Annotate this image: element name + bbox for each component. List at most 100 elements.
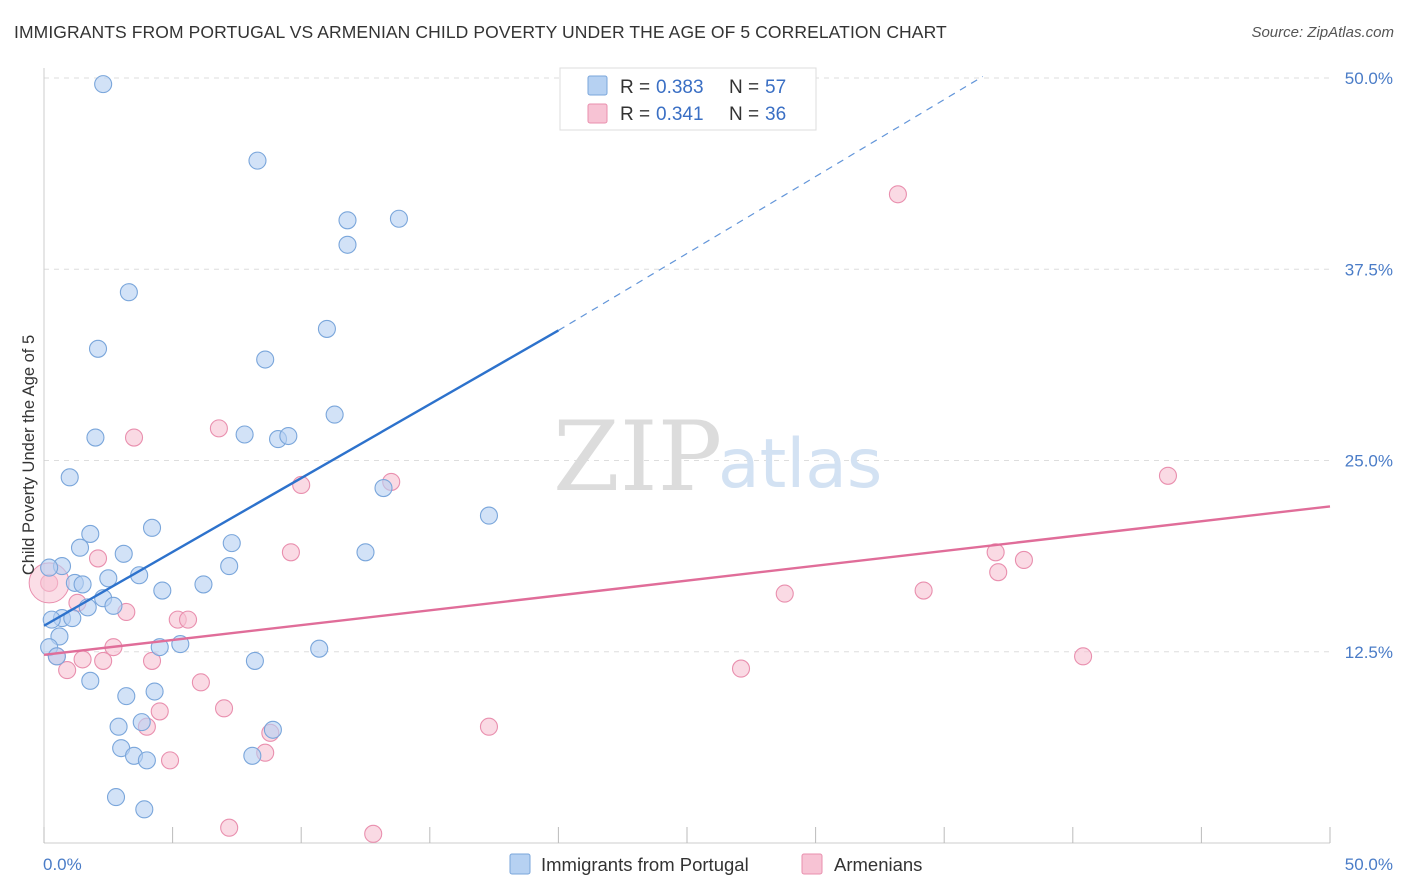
portugal-point bbox=[220, 557, 239, 576]
armenian-point bbox=[209, 419, 228, 438]
series-label-portugal: Immigrants from Portugal bbox=[541, 854, 749, 875]
axes bbox=[43, 68, 1331, 844]
armenian-point bbox=[914, 581, 933, 600]
y-tick-label: 12.5% bbox=[1345, 643, 1393, 662]
portugal-point bbox=[374, 478, 393, 498]
portugal-point bbox=[222, 534, 241, 553]
portugal-points bbox=[40, 75, 499, 819]
grid-lines bbox=[44, 77, 1330, 653]
portugal-point bbox=[114, 544, 133, 563]
portugal-point bbox=[94, 75, 113, 94]
portugal-point bbox=[256, 350, 275, 369]
y-tick-label: 50.0% bbox=[1345, 69, 1393, 88]
portugal-point bbox=[132, 713, 151, 732]
armenian-point bbox=[94, 651, 113, 670]
portugal-point bbox=[99, 569, 118, 588]
portugal-point bbox=[117, 687, 136, 706]
portugal-point bbox=[47, 647, 66, 666]
legend-r-value-1: 0.383 bbox=[656, 77, 704, 98]
portugal-point bbox=[479, 506, 499, 525]
chart-source: Source: ZipAtlas.com bbox=[1251, 24, 1394, 41]
portugal-point bbox=[60, 468, 79, 487]
armenian-point bbox=[731, 659, 751, 678]
portugal-point bbox=[263, 720, 282, 739]
armenian-point bbox=[191, 673, 210, 692]
portugal-point bbox=[235, 425, 254, 444]
portugal-point bbox=[109, 717, 128, 736]
legend-r-value-2: 0.341 bbox=[656, 104, 704, 125]
armenian-point bbox=[989, 563, 1008, 582]
correlation-legend: R = 0.383 N = 57 R = 0.341 N = 36 bbox=[559, 67, 817, 131]
legend-n-label-2: N = bbox=[729, 104, 759, 125]
portugal-point bbox=[338, 211, 357, 230]
portugal-point bbox=[86, 428, 105, 447]
armenian-point bbox=[73, 650, 92, 669]
legend-swatch-armenians bbox=[587, 103, 608, 124]
portugal-point bbox=[194, 575, 213, 594]
armenian-point bbox=[479, 717, 499, 736]
portugal-point bbox=[142, 518, 162, 537]
portugal-point bbox=[145, 682, 164, 701]
portugal-point bbox=[135, 800, 154, 819]
portugal-point bbox=[137, 751, 156, 770]
portugal-point bbox=[106, 788, 126, 807]
armenian-point bbox=[775, 584, 794, 603]
series-label-armenians: Armenians bbox=[834, 854, 922, 875]
portugal-point bbox=[317, 319, 336, 338]
portugal-point bbox=[389, 209, 408, 228]
legend-n-value-2: 36 bbox=[765, 104, 786, 125]
portugal-point bbox=[153, 581, 172, 600]
series-legend: Immigrants from Portugal Armenians bbox=[509, 853, 922, 875]
armenian-point bbox=[1074, 647, 1093, 666]
armenian-point bbox=[88, 549, 108, 568]
portugal-point bbox=[73, 575, 92, 594]
portugal-point bbox=[40, 558, 59, 577]
portugal-point bbox=[119, 283, 138, 302]
armenian-point bbox=[178, 610, 198, 629]
tick-labels: 12.5% 25.0% 37.5% 50.0% 0.0% 50.0% bbox=[43, 69, 1393, 874]
legend-n-label-1: N = bbox=[729, 77, 759, 98]
armenian-point bbox=[1158, 466, 1178, 485]
portugal-point bbox=[81, 524, 100, 543]
portugal-point bbox=[88, 339, 108, 358]
armenian-point bbox=[160, 751, 180, 770]
portugal-point bbox=[325, 405, 344, 424]
portugal-point bbox=[81, 671, 100, 690]
armenian-point bbox=[281, 543, 300, 562]
armenian-trend-line bbox=[43, 505, 1331, 657]
legend-r-label-1: R = bbox=[620, 77, 650, 98]
armenian-point bbox=[364, 824, 383, 843]
watermark-zip: ZIP bbox=[553, 401, 722, 513]
portugal-point bbox=[310, 639, 329, 658]
portugal-point bbox=[243, 746, 262, 765]
legend-n-value-1: 57 bbox=[765, 77, 786, 98]
watermark: ZIP atlas bbox=[553, 401, 882, 513]
armenian-point bbox=[220, 818, 239, 837]
portugal-point bbox=[245, 651, 264, 670]
chart-title: IMMIGRANTS FROM PORTUGAL VS ARMENIAN CHI… bbox=[14, 22, 947, 42]
portugal-point bbox=[279, 426, 298, 446]
y-axis-title: Child Poverty Under the Age of 5 bbox=[20, 335, 38, 575]
armenian-point bbox=[142, 651, 162, 670]
armenian-point bbox=[888, 185, 907, 204]
armenian-point bbox=[58, 661, 77, 680]
y-tick-label: 37.5% bbox=[1345, 260, 1393, 279]
portugal-point bbox=[70, 538, 90, 557]
armenian-point bbox=[150, 702, 169, 721]
portugal-point bbox=[104, 596, 123, 615]
portugal-point bbox=[356, 543, 375, 562]
portugal-point bbox=[248, 151, 267, 170]
legend-r-label-2: R = bbox=[620, 104, 650, 125]
armenians-points bbox=[28, 185, 1178, 843]
portugal-trend-line bbox=[43, 329, 559, 627]
series-swatch-armenians bbox=[801, 853, 823, 875]
armenian-point bbox=[1014, 550, 1033, 570]
series-swatch-portugal bbox=[509, 853, 531, 875]
y-tick-label: 25.0% bbox=[1345, 452, 1393, 471]
legend-swatch-portugal bbox=[587, 75, 608, 96]
armenian-point bbox=[124, 428, 144, 447]
trend-lines bbox=[43, 75, 1331, 657]
x-tick-label: 50.0% bbox=[1345, 855, 1393, 874]
x-tick-label: 0.0% bbox=[43, 855, 82, 874]
